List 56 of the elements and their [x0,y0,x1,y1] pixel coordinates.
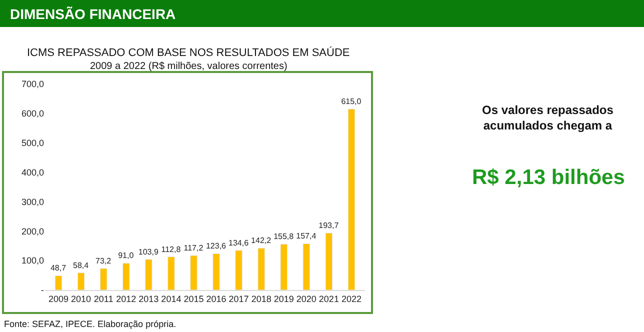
data-label: 615,0 [341,97,362,106]
source-note: Fonte: SEFAZ, IPECE. Elaboração própria. [4,319,176,329]
x-tick-label: 2019 [274,294,294,304]
x-tick-label: 2020 [296,294,316,304]
data-label: 58,4 [73,260,90,270]
data-label: 123,6 [206,242,227,251]
y-tick-label: 200,0 [21,226,44,236]
bar [212,253,220,290]
data-label: 142,2 [251,236,272,246]
chart-subtitle: 2009 a 2022 (R$ milhões, valores correntes) [90,61,288,72]
y-tick-label: 100,0 [21,256,44,266]
y-tick-label: 500,0 [21,138,44,148]
x-tick-label: 2011 [94,294,114,304]
x-tick-label: 2010 [71,294,92,304]
data-label: 48,7 [50,264,67,273]
x-tick-label: 2021 [318,294,339,304]
bar [168,256,175,290]
y-tick-label: 400,0 [21,167,44,178]
y-tick-label: 600,0 [21,108,44,119]
x-tick-label: 2016 [206,294,226,304]
text: DIMENSÃO FINANCEIRA [10,6,176,22]
x-tick-label: 2014 [161,294,182,304]
bar [190,255,198,290]
x-tick-label: 2013 [138,294,159,304]
data-label: 73,2 [96,256,112,266]
chart-title: ICMS REPASSADO COM BASE NOS RESULTADOS EM SAÚDE [27,46,350,59]
data-label: 193,7 [318,221,340,230]
bar [100,268,108,290]
data-label: 134,6 [228,238,250,248]
bar [54,275,62,290]
y-tick-label: 300,0 [21,196,44,207]
data-label: 155,8 [274,232,294,242]
bar [77,272,85,290]
data-label: 112,8 [161,244,182,254]
text: Os valores repassados acumulados chegam a [482,103,614,133]
data-label: 157,4 [296,232,317,241]
x-tick-label: 2012 [116,294,136,304]
bar [122,262,130,290]
y-tick-label: 700,0 [21,79,44,90]
bar [235,250,242,290]
data-label: 117,2 [184,244,204,253]
data-label: 103,9 [138,247,159,256]
x-tick-label: 2018 [251,294,272,304]
text: R$ 2,13 bilhões [472,166,625,189]
bar [348,108,356,290]
bar [280,244,288,290]
bar [325,232,333,290]
x-tick-label: 2017 [228,294,249,304]
x-tick-label: 2009 [48,294,69,304]
bar [145,259,152,290]
x-tick-label: 2022 [341,294,362,304]
x-tick-label: 2015 [184,294,204,304]
bar [302,243,310,290]
y-tick-label: - [41,285,44,296]
data-label: 91,0 [118,251,134,260]
bar [258,248,265,290]
